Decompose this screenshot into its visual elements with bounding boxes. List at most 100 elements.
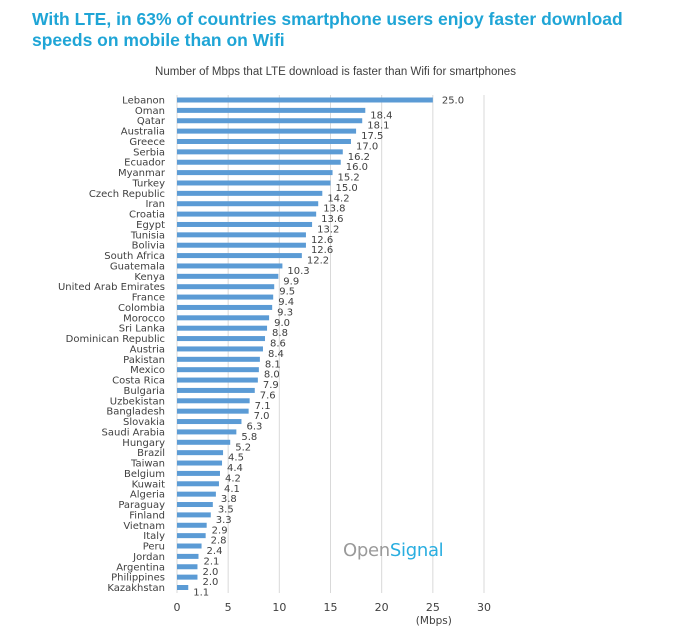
value-labels: 25.0 18.418.117.517.016.216.015.215.014.2… (193, 96, 464, 599)
category-label: Bolivia (132, 241, 165, 252)
value-label: 16.2 (348, 152, 370, 163)
value-label: 4.1 (224, 484, 240, 495)
category-label: Dominican Republic (66, 334, 165, 345)
value-label: 9.4 (278, 297, 294, 308)
bar (177, 367, 259, 373)
value-label: 7.6 (260, 390, 276, 401)
logo-part-open: Open (343, 540, 390, 561)
value-label: 5.8 (241, 432, 257, 443)
bar (177, 522, 207, 528)
bar (177, 377, 258, 383)
value-label: 7.9 (263, 380, 279, 391)
gridlines (176, 95, 485, 593)
bar (177, 128, 357, 134)
value-label: 2.8 (211, 536, 227, 547)
value-label: 16.0 (346, 162, 368, 173)
category-label: Turkey (131, 178, 165, 189)
category-label: Kazakhstan (107, 583, 165, 594)
category-label: Slovakia (123, 417, 165, 428)
bar (177, 159, 341, 165)
bar (177, 491, 216, 497)
category-label: United Arab Emirates (58, 282, 165, 293)
value-label: 7.1 (255, 401, 271, 412)
value-label: 1.1 (193, 588, 209, 599)
logo-part-signal: Signal (389, 540, 444, 561)
headline: With LTE, in 63% of countries smartphone… (32, 9, 623, 50)
bar (177, 253, 302, 259)
category-label: Czech Republic (89, 189, 165, 200)
category-label: Iran (145, 199, 165, 210)
bar (177, 304, 273, 310)
value-label: 13.2 (317, 224, 339, 235)
category-label: Peru (143, 542, 165, 553)
value-label: 12.2 (307, 256, 329, 267)
value-label: 13.8 (323, 204, 345, 215)
category-label: Colombia (118, 303, 165, 314)
category-label: Uzbekistan (110, 396, 165, 407)
category-label: Algeria (130, 490, 165, 501)
bar (177, 481, 219, 487)
category-label: Tunisia (130, 230, 165, 241)
bar (177, 346, 263, 352)
value-label: 17.5 (361, 131, 383, 142)
value-label: 12.6 (311, 245, 333, 256)
value-label: 3.3 (216, 515, 232, 526)
bar (177, 419, 242, 425)
category-label: Costa Rica (112, 376, 165, 387)
chart-title-wrap: Number of Mbps that LTE download is fast… (0, 66, 687, 78)
bar (177, 398, 250, 404)
value-label: 6.3 (246, 422, 262, 433)
x-tick-label: 10 (272, 601, 286, 614)
category-label: Belgium (124, 469, 165, 480)
value-label: 9.5 (279, 287, 295, 298)
value-label: 2.0 (202, 567, 218, 578)
bar (177, 284, 275, 290)
category-label: Sri Lanka (119, 324, 165, 335)
bar (177, 470, 220, 476)
bar (177, 336, 266, 342)
value-label: 18.4 (370, 110, 392, 121)
bar (177, 180, 331, 186)
chart-title: Number of Mbps that LTE download is fast… (155, 66, 516, 78)
value-label: 3.5 (218, 505, 234, 516)
value-label: 15.2 (338, 173, 360, 184)
category-label: Argentina (116, 562, 165, 573)
x-tick-label: 30 (477, 601, 491, 614)
value-label: 15.0 (336, 183, 358, 194)
category-label: South Africa (104, 251, 165, 262)
opensignal-logo: OpenSignal (343, 540, 444, 561)
x-tick-label: 20 (375, 601, 389, 614)
value-label: 9.9 (283, 276, 299, 287)
value-label: 7.0 (254, 411, 270, 422)
value-label: 12.6 (311, 235, 333, 246)
category-label: Mexico (130, 365, 165, 376)
bar (177, 149, 343, 155)
category-label: Pakistan (123, 355, 165, 366)
category-label: Guatemala (110, 261, 165, 272)
bar (177, 408, 249, 414)
x-tick-label: 25 (426, 601, 440, 614)
bar (177, 553, 199, 559)
bar (177, 387, 255, 393)
category-label: Brazil (137, 448, 165, 459)
value-label: 14.2 (327, 193, 349, 204)
x-tick-label: 5 (225, 601, 232, 614)
value-label: 5.2 (235, 442, 251, 453)
bar (177, 512, 211, 518)
category-label: Kenya (134, 272, 165, 283)
bar (177, 273, 279, 279)
bar (177, 211, 317, 217)
bar (177, 190, 323, 196)
category-label: Finland (129, 510, 165, 521)
bar (177, 429, 237, 435)
category-label: Myanmar (118, 168, 166, 179)
value-label: 10.3 (287, 266, 309, 277)
value-label: 4.4 (227, 463, 243, 474)
value-label: 8.4 (268, 349, 284, 360)
bars (177, 97, 433, 590)
bar (177, 460, 223, 466)
category-label: Philippines (111, 573, 165, 584)
category-label: Serbia (133, 147, 165, 158)
category-label: Egypt (136, 220, 165, 231)
